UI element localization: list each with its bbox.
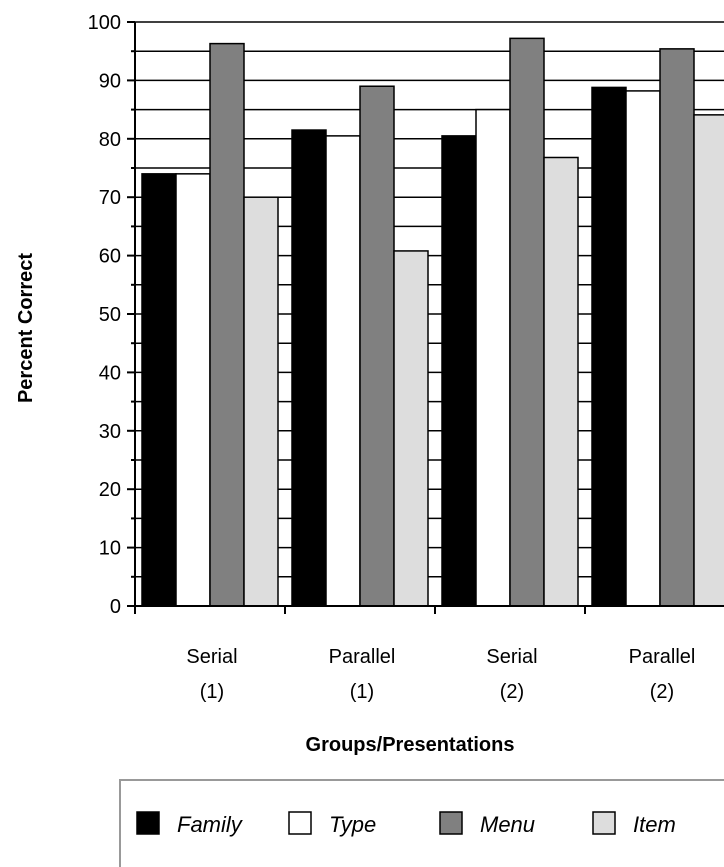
bar-menu-1: [209, 42, 245, 607]
y-tick-label: 80: [99, 129, 121, 151]
bar-menu-3: [509, 37, 545, 607]
x-category-label: Serial: [486, 646, 537, 668]
bar-type-3: [475, 108, 511, 607]
bar-family-4: [591, 86, 627, 607]
bar-item-2: [393, 250, 429, 607]
bar-family-3: [441, 135, 477, 607]
legend-label-family: Family: [177, 812, 244, 837]
bar-type-4: [625, 90, 661, 607]
bar-item-4: [693, 114, 724, 607]
y-tick-label: 90: [99, 70, 121, 92]
y-axis-title: Percent Correct: [15, 253, 37, 403]
x-category-label: Serial: [186, 646, 237, 668]
legend-swatch-family: [136, 811, 160, 835]
bar-item-1: [243, 196, 279, 607]
bar-menu-4: [659, 48, 695, 607]
legend: Family Type Menu Item: [119, 779, 724, 867]
bar-family-1: [141, 173, 177, 607]
bar-family-2: [291, 129, 327, 607]
y-tick-labels: 0 10 20 30 40 50 60 70 80 90 100: [88, 12, 121, 618]
bar-type-1: [175, 173, 211, 607]
y-tick-label: 70: [99, 187, 121, 209]
y-tick-label: 60: [99, 246, 121, 268]
legend-swatch-item: [592, 811, 616, 835]
x-axis-title: Groups/Presentations: [306, 734, 515, 756]
y-tick-label: 10: [99, 538, 121, 560]
x-category-label: Parallel: [629, 646, 696, 668]
legend-label-item: Item: [633, 812, 676, 837]
x-category-label: (1): [200, 681, 224, 703]
y-tick-label: 40: [99, 362, 121, 384]
x-category-label: (1): [350, 681, 374, 703]
axes: [127, 21, 724, 614]
y-tick-label: 50: [99, 304, 121, 326]
x-category-label: (2): [650, 681, 674, 703]
bars: [141, 37, 724, 607]
legend-swatch-type: [288, 811, 312, 835]
y-tick-label: 30: [99, 421, 121, 443]
bar-type-2: [325, 135, 361, 607]
legend-label-type: Type: [329, 812, 376, 837]
y-tick-label: 0: [110, 596, 121, 618]
legend-swatch-menu: [439, 811, 463, 835]
y-tick-label: 100: [88, 12, 121, 34]
x-category-label: (2): [500, 681, 524, 703]
bar-item-3: [543, 156, 579, 607]
x-tick-labels: Serial (1) Parallel (1) Serial (2) Parallel (2): [186, 646, 695, 703]
x-category-label: Parallel: [329, 646, 396, 668]
legend-box: [119, 779, 724, 867]
legend-label-menu: Menu: [480, 812, 535, 837]
bar-menu-2: [359, 85, 395, 607]
y-tick-label: 20: [99, 479, 121, 501]
